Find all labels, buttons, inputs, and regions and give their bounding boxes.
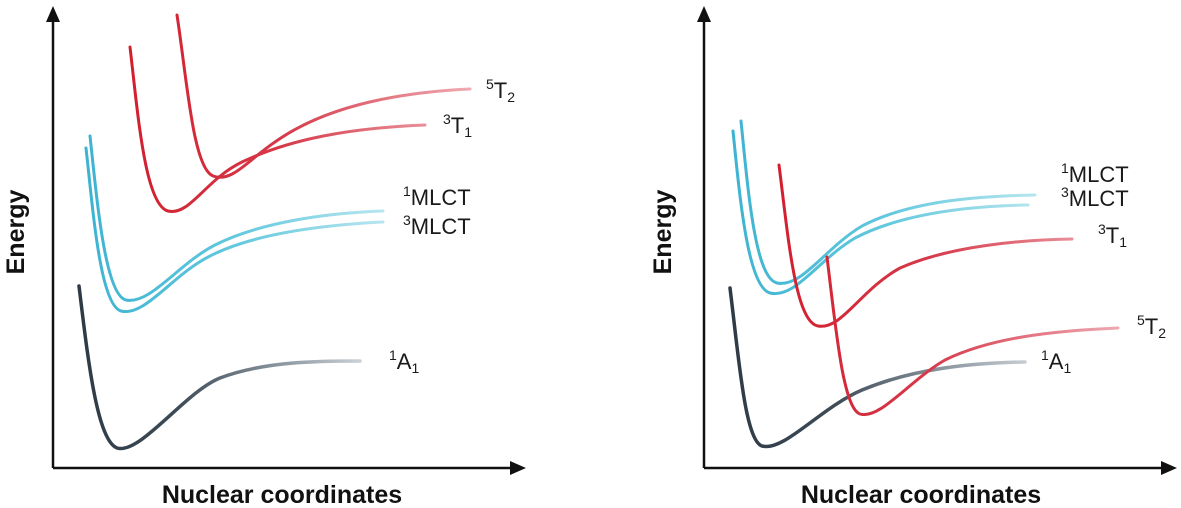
right-curve-1MLCT: [739, 119, 1037, 285]
left-curve-5T2: [175, 13, 472, 179]
left-label-1MLCT: 1MLCT: [403, 183, 471, 210]
right-label-3T1: 3T1: [1098, 221, 1127, 250]
left-y-axis-title: Energy: [2, 190, 30, 275]
right-label-1MLCT: 1MLCT: [1061, 160, 1129, 187]
right-curve-3MLCT: [731, 129, 1030, 296]
right-panel: Nuclear coordinates Energy 1MLCT 3MLCT 3…: [649, 6, 1177, 508]
left-label-3MLCT: 3MLCT: [403, 212, 471, 239]
left-label-1A1: 1A1: [389, 347, 419, 376]
right-label-1A1: 1A1: [1041, 347, 1071, 376]
right-y-axis-title: Energy: [649, 190, 677, 275]
left-panel: Nuclear coordinates Energy 5T2 3T1 1MLCT…: [2, 6, 526, 508]
right-label-5T2: 5T2: [1137, 312, 1166, 341]
left-label-5T2: 5T2: [486, 76, 515, 105]
right-curve-1A1: [728, 286, 1027, 449]
left-y-axis-arrow-icon: [46, 6, 60, 22]
left-curve-1MLCT: [88, 134, 385, 302]
right-curve-3T1: [777, 163, 1074, 328]
right-curve-5T2: [825, 255, 1120, 417]
left-curve-3T1: [128, 45, 427, 213]
left-curve-3MLCT: [84, 146, 385, 313]
left-label-3T1: 3T1: [443, 111, 472, 140]
left-x-axis-arrow-icon: [510, 461, 526, 475]
right-x-axis-arrow-icon: [1161, 461, 1177, 475]
right-y-axis-arrow-icon: [697, 6, 711, 22]
right-x-axis-title: Nuclear coordinates: [801, 481, 1041, 508]
left-curve-1A1: [77, 284, 362, 451]
right-label-3MLCT: 3MLCT: [1061, 184, 1129, 211]
left-x-axis-title: Nuclear coordinates: [162, 481, 402, 508]
